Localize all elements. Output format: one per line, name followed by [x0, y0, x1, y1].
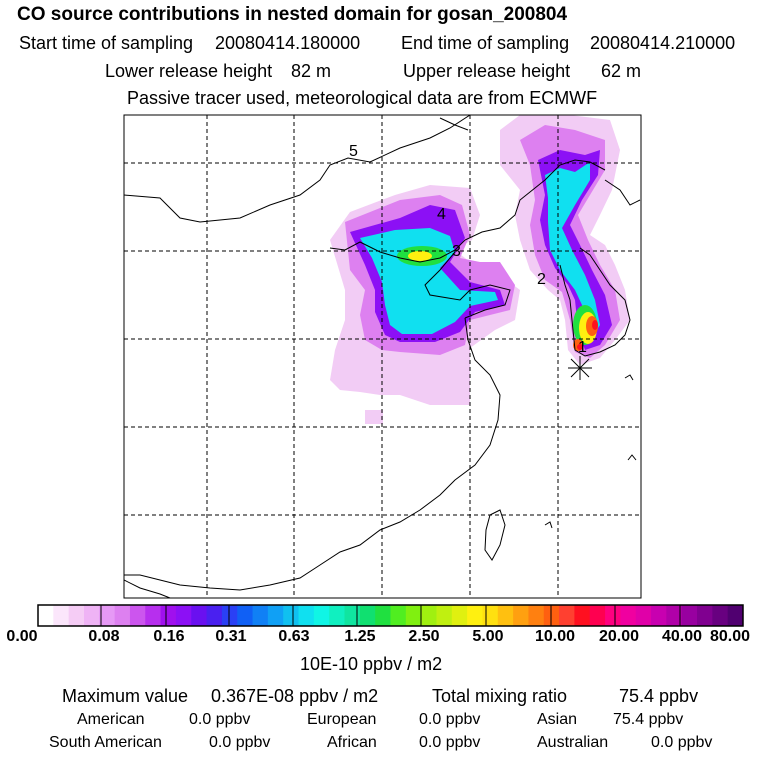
region-american-value: 0.0 ppbv [189, 711, 250, 729]
colorbar-swatch [712, 605, 728, 626]
region-south-american-value: 0.0 ppbv [209, 734, 270, 752]
region-australian-value: 0.0 ppbv [651, 734, 712, 752]
region-african-name: African [327, 734, 377, 752]
colorbar-label-1: 0.08 [88, 628, 119, 646]
colorbar-swatch [452, 605, 468, 626]
colorbar-swatch [99, 605, 115, 626]
colorbar-swatch [268, 605, 284, 626]
colorbar-swatch [406, 605, 422, 626]
region-australian-name: Australian [537, 734, 608, 752]
colorbar-label-0: 0.00 [6, 628, 37, 646]
colorbar-swatch [605, 605, 621, 626]
colorbar-swatch [207, 605, 223, 626]
total-mixing-value: 75.4 ppbv [619, 686, 698, 707]
colorbar [38, 605, 744, 626]
colorbar-label-5: 1.25 [344, 628, 375, 646]
colorbar-label-10: 40.00 [662, 628, 702, 646]
colorbar-swatch [53, 605, 69, 626]
map-label-2: 2 [537, 271, 546, 288]
region-european-name: European [307, 711, 376, 729]
colorbar-swatch [176, 605, 192, 626]
colorbar-swatch [636, 605, 652, 626]
colorbar-swatch [391, 605, 407, 626]
colorbar-swatch [145, 605, 161, 626]
region-european-value: 0.0 ppbv [419, 711, 480, 729]
colorbar-swatch [651, 605, 667, 626]
colorbar-label-6: 2.50 [408, 628, 439, 646]
colorbar-swatch [161, 605, 177, 626]
colorbar-label-4: 0.63 [278, 628, 309, 646]
colorbar-swatch [513, 605, 529, 626]
colorbar-swatch [590, 605, 606, 626]
colorbar-swatch [345, 605, 361, 626]
colorbar-swatch [360, 605, 376, 626]
colorbar-swatch [436, 605, 452, 626]
colorbar-units: 10E-10 ppbv / m2 [300, 654, 442, 675]
region-american-name: American [77, 711, 145, 729]
colorbar-swatch [697, 605, 713, 626]
colorbar-label-3: 0.31 [215, 628, 246, 646]
colorbar-swatch [84, 605, 100, 626]
receptor-asterisk-icon [568, 356, 592, 380]
colorbar-swatch [237, 605, 253, 626]
colorbar-swatch [191, 605, 207, 626]
colorbar-swatch [283, 605, 299, 626]
map-label-5: 5 [349, 143, 358, 160]
region-asian-name: Asian [537, 711, 577, 729]
colorbar-swatch [299, 605, 315, 626]
colorbar-swatch [421, 605, 437, 626]
colorbar-swatch [498, 605, 514, 626]
colorbar-swatch [375, 605, 391, 626]
colorbar-swatch [482, 605, 498, 626]
colorbar-swatch [682, 605, 698, 626]
colorbar-swatch [467, 605, 483, 626]
max-value-label: Maximum value [62, 686, 188, 707]
map-label-1: 1 [578, 339, 587, 356]
colorbar-swatch [329, 605, 345, 626]
colorbar-swatch [130, 605, 146, 626]
colorbar-swatch [38, 605, 54, 626]
colorbar-swatch [559, 605, 575, 626]
region-south-american-name: South American [49, 734, 162, 752]
colorbar-swatch [69, 605, 85, 626]
colorbar-label-7: 5.00 [472, 628, 503, 646]
colorbar-label-8: 10.00 [535, 628, 575, 646]
colorbar-swatch [528, 605, 544, 626]
map-label-4: 4 [437, 206, 446, 223]
max-value: 0.367E-08 ppbv / m2 [211, 686, 378, 707]
colorbar-label-11: 80.00 [710, 628, 750, 646]
map-label-3: 3 [452, 243, 461, 260]
total-mixing-label: Total mixing ratio [432, 686, 567, 707]
colorbar-label-9: 20.00 [599, 628, 639, 646]
region-african-value: 0.0 ppbv [419, 734, 480, 752]
colorbar-swatch [253, 605, 269, 626]
colorbar-label-2: 0.16 [153, 628, 184, 646]
colorbar-swatch [314, 605, 330, 626]
colorbar-swatch [544, 605, 560, 626]
colorbar-swatch [728, 605, 744, 626]
colorbar-swatch [574, 605, 590, 626]
colorbar-swatch [620, 605, 636, 626]
colorbar-swatch [222, 605, 238, 626]
colorbar-swatch [115, 605, 131, 626]
region-asian-value: 75.4 ppbv [613, 711, 683, 729]
